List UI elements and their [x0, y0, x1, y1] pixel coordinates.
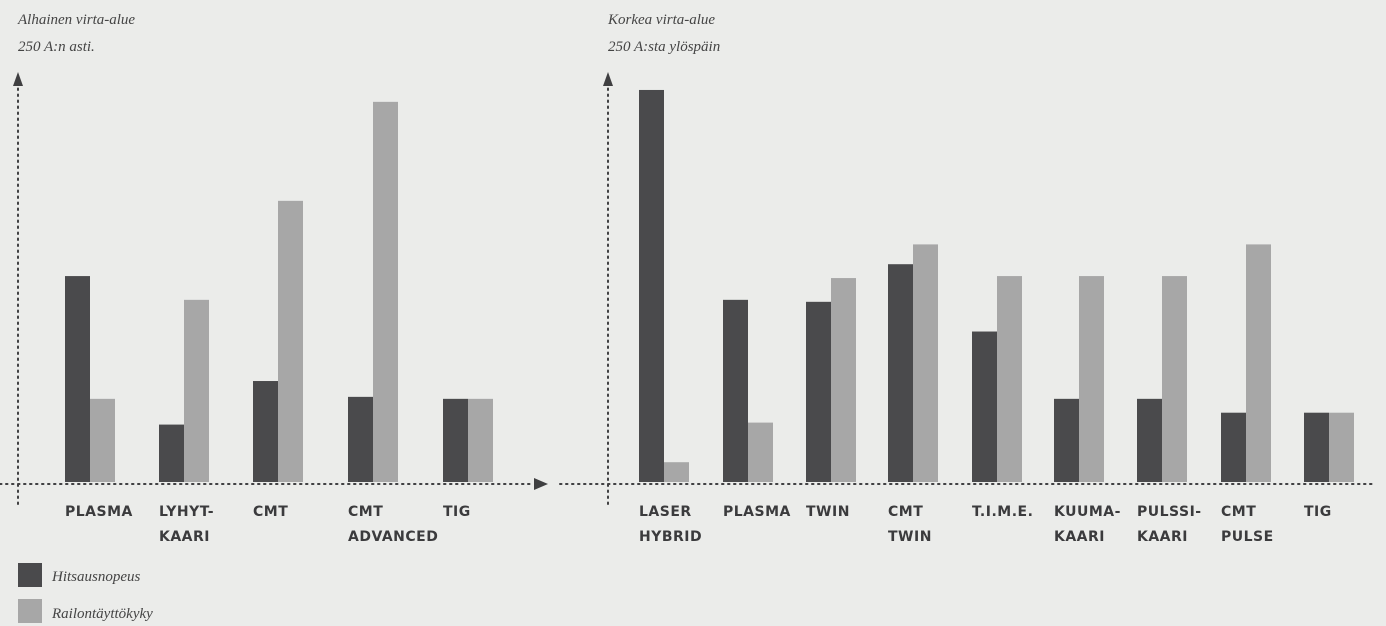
bar-hitsausnopeus-1-7 — [1221, 412, 1246, 482]
category-label-line: CMT — [888, 504, 923, 520]
category-label-1-6: PULSSI- KAARI — [1137, 504, 1202, 545]
bar-railontayttokyky-0-1 — [184, 299, 209, 482]
category-label-line: TIG — [443, 504, 471, 520]
category-label-line: PULSSI- — [1137, 504, 1202, 520]
category-label-1-5: KUUMA- KAARI — [1054, 504, 1121, 545]
bar-railontayttokyky-1-3 — [913, 244, 938, 482]
category-label-1-2: TWIN — [806, 504, 850, 520]
bar-railontayttokyky-1-6 — [1162, 276, 1187, 482]
category-label-line: KAARI — [1054, 529, 1105, 545]
right-chart-subtitle: 250 A:sta ylöspäin — [608, 39, 720, 55]
category-label-line: CMT — [253, 504, 288, 520]
bar-railontayttokyky-0-0 — [90, 398, 115, 482]
category-label-0-3: CMT ADVANCED — [348, 504, 438, 545]
bar-railontayttokyky-1-0 — [664, 462, 689, 482]
category-label-1-4: T.I.M.E. — [972, 504, 1033, 520]
legend-label-railontayttokyky: Railontäyttökyky — [51, 606, 153, 622]
category-label-line: ADVANCED — [348, 529, 438, 545]
bar-hitsausnopeus-0-2 — [253, 381, 278, 482]
bar-railontayttokyky-0-4 — [468, 398, 493, 482]
bar-railontayttokyky-0-2 — [278, 200, 303, 482]
category-label-0-0: PLASMA — [65, 504, 133, 520]
category-label-line: PULSE — [1221, 529, 1274, 545]
bar-hitsausnopeus-0-1 — [159, 424, 184, 482]
category-label-1-3: CMT TWIN — [888, 504, 932, 545]
category-label-1-0: LASER HYBRID — [639, 504, 702, 545]
bar-hitsausnopeus-0-0 — [65, 276, 90, 482]
bar-railontayttokyky-1-5 — [1079, 276, 1104, 482]
legend-label-hitsausnopeus: Hitsausnopeus — [51, 569, 141, 585]
category-label-line: TWIN — [888, 529, 932, 545]
bar-railontayttokyky-1-2 — [831, 278, 856, 482]
bar-hitsausnopeus-1-6 — [1137, 398, 1162, 482]
category-label-line: KAARI — [1137, 529, 1188, 545]
y-axis-arrow-1 — [603, 72, 613, 86]
bar-hitsausnopeus-1-0 — [639, 89, 664, 483]
bar-hitsausnopeus-1-1 — [723, 299, 748, 482]
bar-railontayttokyky-1-7 — [1246, 244, 1271, 482]
bar-hitsausnopeus-1-3 — [888, 264, 913, 482]
category-label-line: LYHYT- — [159, 504, 214, 520]
category-label-0-4: TIG — [443, 504, 471, 520]
y-axis-arrow-0 — [13, 72, 23, 86]
category-label-line: HYBRID — [639, 529, 702, 545]
left-chart-subtitle: 250 A:n asti. — [18, 39, 95, 55]
bars-layer — [65, 89, 1354, 483]
category-label-line: CMT — [348, 504, 383, 520]
bar-hitsausnopeus-1-4 — [972, 331, 997, 482]
x-axis-arrow-0 — [534, 478, 548, 490]
bar-railontayttokyky-0-3 — [373, 101, 398, 482]
category-label-line: KUUMA- — [1054, 504, 1121, 520]
right-chart-title: Korkea virta-alue — [607, 12, 715, 28]
axes-layer — [0, 72, 1373, 505]
category-label-line: PLASMA — [723, 504, 791, 520]
category-label-line: LASER — [639, 504, 692, 520]
category-label-0-1: LYHYT- KAARI — [159, 504, 214, 545]
category-label-1-8: TIG — [1304, 504, 1332, 520]
category-label-line: TWIN — [806, 504, 850, 520]
category-label-line: T.I.M.E. — [972, 504, 1033, 520]
bar-hitsausnopeus-0-3 — [348, 396, 373, 482]
category-label-line: KAARI — [159, 529, 210, 545]
category-label-1-7: CMT PULSE — [1221, 504, 1274, 545]
bar-hitsausnopeus-1-2 — [806, 301, 831, 482]
bar-railontayttokyky-1-1 — [748, 422, 773, 482]
legend-swatch-hitsausnopeus — [18, 563, 42, 587]
bar-railontayttokyky-1-8 — [1329, 412, 1354, 482]
bar-hitsausnopeus-1-8 — [1304, 412, 1329, 482]
category-label-1-1: PLASMA — [723, 504, 791, 520]
bar-hitsausnopeus-0-4 — [443, 398, 468, 482]
category-label-0-2: CMT — [253, 504, 288, 520]
left-chart-title: Alhainen virta-alue — [17, 12, 135, 28]
category-label-line: PLASMA — [65, 504, 133, 520]
legend-swatch-railontayttokyky — [18, 599, 42, 623]
category-labels-layer: PLASMA LYHYT- KAARI CMT CMT ADVANCED TIG LASER H… — [65, 504, 1332, 545]
bar-hitsausnopeus-1-5 — [1054, 398, 1079, 482]
bar-railontayttokyky-1-4 — [997, 276, 1022, 482]
category-label-line: TIG — [1304, 504, 1332, 520]
category-label-line: CMT — [1221, 504, 1256, 520]
